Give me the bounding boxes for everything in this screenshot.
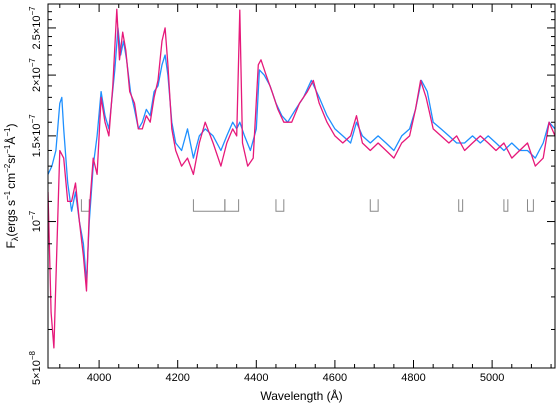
- y-axis: 5×10−8 10−7 1.5×10−7 2×10−7 2.5×10−7: [28, 3, 555, 385]
- y-axis-title-cm: cm: [4, 173, 18, 189]
- y-axis-title-close: ): [4, 123, 18, 127]
- y-tick-label: 2.5×10−7: [28, 6, 43, 50]
- x-tick-label: 4400: [244, 372, 268, 384]
- y-axis-title-exp4: −1: [3, 127, 12, 137]
- x-axis-title: Wavelength (Å): [260, 388, 342, 403]
- spectrum-series-0: [48, 27, 555, 283]
- x-tick-label: 4000: [87, 372, 111, 384]
- line-marker-4: [369, 199, 379, 212]
- line-marker-5: [458, 199, 464, 212]
- y-axis-title-subscript: λ: [10, 236, 20, 241]
- y-axis-title-exp1: −1: [3, 190, 12, 200]
- line-marker-2: [224, 199, 240, 212]
- x-tick-label: 5000: [480, 372, 504, 384]
- y-axis-title-exp3: −1: [3, 144, 12, 154]
- y-axis-title: Fλ(ergs s−1cm−2sr−1Å−1): [3, 123, 20, 248]
- y-axis-title-units: (ergs s: [4, 200, 18, 237]
- plot-frame: [47, 3, 556, 369]
- spectrum-series-1: [48, 8, 555, 349]
- y-tick-label: 10−7: [28, 210, 43, 232]
- y-tick-label: 2×10−7: [28, 58, 43, 92]
- line-marker-6: [503, 199, 509, 212]
- line-marker-7: [526, 199, 534, 212]
- x-tick-label: 4200: [165, 372, 189, 384]
- line-marker-1: [192, 199, 226, 212]
- line-marker-3: [275, 199, 285, 212]
- y-axis-title-symbol: F: [4, 241, 18, 248]
- y-tick-label: 5×10−8: [28, 351, 43, 385]
- x-tick-label: 4600: [323, 372, 347, 384]
- y-axis-title-exp2: −2: [3, 163, 12, 173]
- y-tick-label: 1.5×10−7: [28, 114, 43, 158]
- y-axis-title-angstrom: Å: [3, 137, 18, 145]
- x-axis: 4000 4200 4400 4600 4800 5000: [59, 4, 552, 384]
- y-axis-title-sr: sr: [4, 154, 18, 164]
- line-marker-0: [80, 199, 90, 212]
- x-tick-label: 4800: [401, 372, 425, 384]
- plot-area: [48, 8, 555, 349]
